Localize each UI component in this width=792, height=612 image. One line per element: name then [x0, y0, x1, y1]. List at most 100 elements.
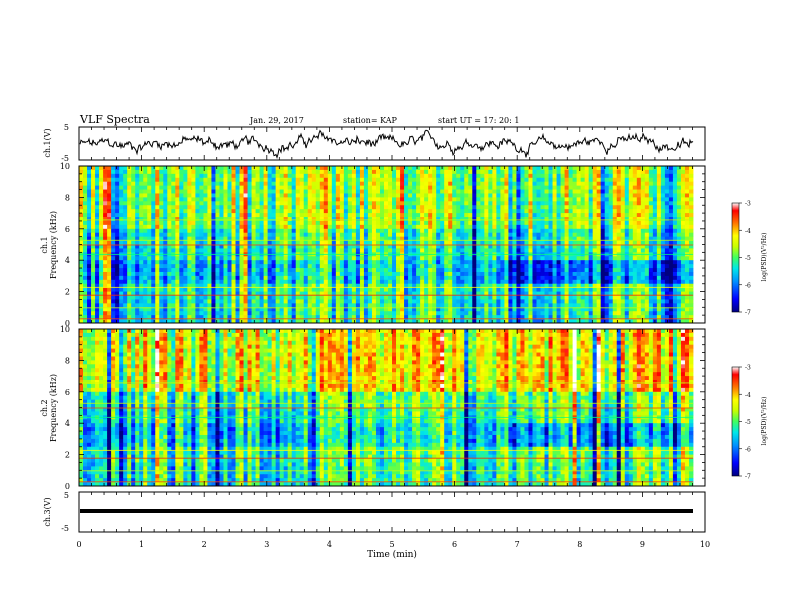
spectrogram-cell	[155, 213, 160, 218]
spectrogram-cell	[516, 236, 521, 241]
spectrogram-cell	[544, 244, 549, 249]
spectrogram-cell	[323, 256, 329, 261]
spectrogram-cell	[496, 232, 501, 238]
spectrogram-cell	[359, 224, 365, 230]
spectrogram-cell	[211, 275, 216, 281]
spectrogram-cell	[211, 240, 216, 245]
spectrogram-cell	[640, 217, 646, 222]
spectrogram-cell	[195, 193, 200, 198]
spectrogram-cell	[379, 185, 385, 190]
spectrogram-cell	[235, 177, 240, 183]
spectrogram-cell	[508, 236, 513, 241]
spectrogram-cell	[688, 213, 694, 218]
spectrogram-cell	[508, 264, 513, 269]
spectrogram-cell	[588, 224, 594, 230]
spectrogram-cell	[239, 213, 244, 218]
spectrogram-cell	[115, 268, 120, 273]
spectrogram-cell	[155, 197, 160, 202]
spectrogram-cell	[131, 205, 136, 210]
spectrogram-cell	[103, 232, 108, 238]
spectrogram-cell	[123, 268, 128, 273]
spectrogram-cell	[295, 185, 301, 190]
spectrogram-cell	[436, 275, 441, 281]
spectrogram-cell	[448, 260, 453, 265]
spectrogram-cell	[83, 224, 88, 230]
spectrogram-cell	[115, 271, 120, 277]
spectrogram-cell	[83, 189, 88, 194]
spectrogram-cell	[351, 201, 357, 206]
spectrogram-cell	[580, 287, 586, 293]
spectrogram-cell	[412, 240, 417, 245]
spectrogram-cell	[295, 166, 301, 171]
spectrogram-cell	[299, 209, 305, 214]
spectrogram-cell	[672, 228, 678, 234]
spectrogram-cell	[392, 205, 397, 210]
spectrogram-cell	[103, 197, 108, 202]
spectrogram-cell	[363, 209, 369, 214]
spectrogram-cell	[135, 232, 140, 238]
spectrogram-cell	[632, 209, 638, 214]
spectrogram-cell	[592, 271, 598, 277]
spectrogram-cell	[672, 248, 678, 253]
spectrogram-cell	[580, 236, 586, 241]
spectrogram-cell	[127, 181, 132, 187]
spectrogram-cell	[319, 177, 325, 183]
spectrogram-cell	[484, 228, 489, 234]
spectrogram-cell	[448, 173, 453, 179]
spectrogram-cell	[219, 228, 224, 234]
spectrogram-cell	[99, 232, 104, 238]
spectrogram-cell	[588, 189, 594, 194]
spectrogram-cell	[652, 228, 658, 234]
spectrogram-cell	[440, 217, 445, 222]
spectrogram-cell	[596, 181, 602, 187]
spectrogram-cell	[355, 193, 361, 198]
spectrogram-cell	[259, 240, 264, 245]
spectrogram-cell	[179, 268, 184, 273]
spectrogram-cell	[207, 217, 212, 222]
spectrogram-cell	[331, 217, 337, 222]
spectrogram-cell	[199, 169, 204, 175]
spectrogram-cell	[207, 185, 212, 190]
spectrogram-cell	[203, 166, 208, 171]
spectrogram-cell	[307, 181, 313, 187]
spectrogram-cell	[331, 236, 337, 241]
spectrogram-cell	[664, 217, 670, 222]
spectrogram-cell	[87, 220, 92, 226]
spectrogram-cell	[239, 201, 244, 206]
spectrogram-cell	[251, 193, 256, 198]
spectrogram-cell	[139, 228, 144, 234]
spectrogram-cell	[672, 256, 678, 261]
spectrogram-cell	[231, 177, 236, 183]
spectrogram-cell	[123, 287, 128, 293]
spectrogram-cell	[408, 217, 413, 222]
spectrogram-cell	[95, 268, 100, 273]
spectrogram-cell	[99, 185, 104, 190]
spectrogram-cell	[388, 228, 393, 234]
spectrogram-cell	[275, 189, 281, 194]
spectrogram-cell	[123, 236, 128, 241]
spectrogram-cell	[496, 256, 501, 261]
spectrogram-cell	[275, 201, 281, 206]
spectrogram-cell	[227, 275, 232, 281]
spectrogram-cell	[183, 224, 188, 230]
spectrogram-cell	[620, 244, 626, 249]
spectrogram-cell	[239, 260, 244, 265]
spectrogram-cell	[199, 189, 204, 194]
spectrogram-cell	[343, 189, 349, 194]
spectrogram-cell	[343, 240, 349, 245]
spectrogram-cell	[227, 268, 232, 273]
spectrogram-cell	[231, 209, 236, 214]
spectrogram-cell	[608, 256, 614, 261]
spectrogram-cell	[436, 220, 441, 226]
spectrogram-cell	[528, 173, 533, 179]
spectrogram-cell	[307, 248, 313, 253]
spectrogram-cell	[135, 279, 140, 285]
spectrogram-cell	[560, 209, 565, 214]
spectrogram-cell	[664, 205, 670, 210]
spectrogram-cell	[375, 209, 381, 214]
spectrogram-cell	[640, 232, 646, 238]
spectrogram-cell	[536, 248, 541, 253]
spectrogram-cell	[235, 217, 240, 222]
spectrogram-cell	[83, 228, 88, 234]
spectrogram-cell	[367, 271, 373, 277]
